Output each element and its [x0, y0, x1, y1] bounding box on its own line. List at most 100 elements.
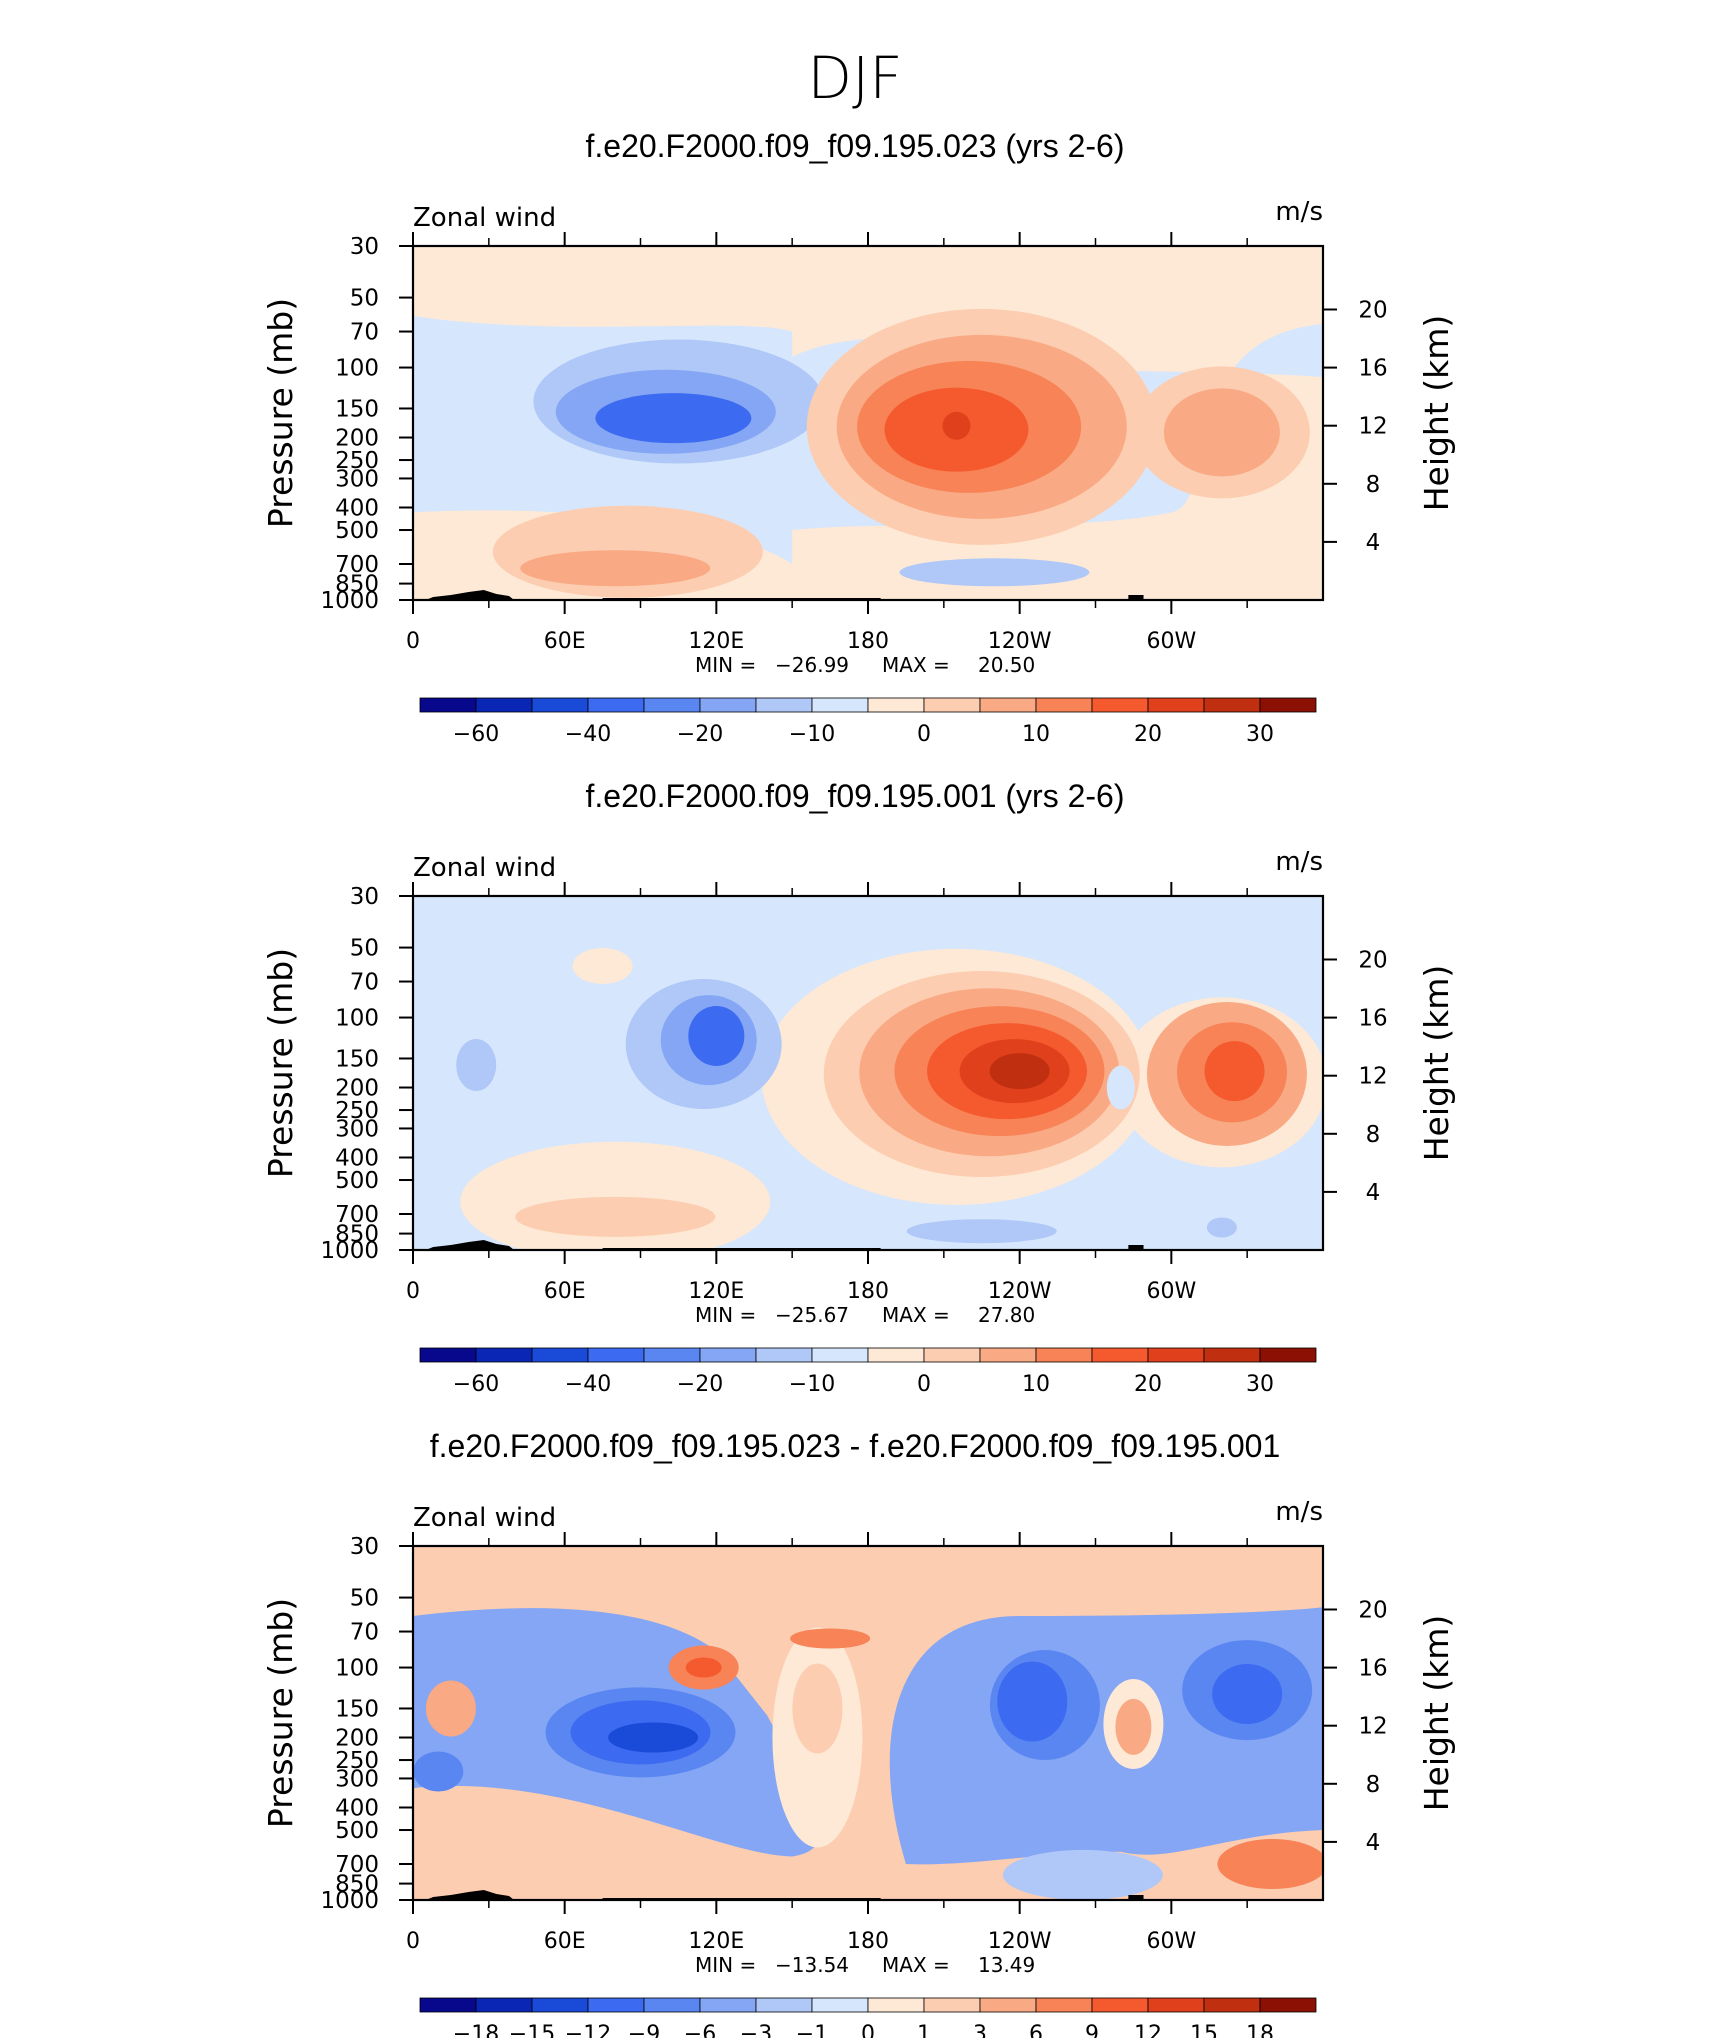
y-tick-label: 850	[335, 572, 379, 598]
y2-tick-label: 8	[1366, 1772, 1381, 1798]
x-tick-label: 180	[847, 1929, 889, 1954]
colorbar-box	[1035, 697, 1093, 713]
y-tick-label: 500	[335, 1168, 379, 1194]
y-axis-title: Pressure (mb)	[261, 298, 300, 528]
y-axis-title: Pressure (mb)	[261, 1598, 300, 1828]
y-tick-label: 1000	[320, 1888, 379, 1914]
y-tick-label: 100	[335, 1656, 379, 1682]
colorbar-box	[587, 1347, 645, 1363]
x-tick-label: 60W	[1146, 1929, 1196, 1954]
x-tick-label: 180	[847, 1279, 889, 1304]
colorbar-box	[811, 697, 869, 713]
y-tick-label: 50	[350, 936, 379, 962]
colorbar-box	[643, 1997, 701, 2013]
y2-tick-label: 4	[1366, 530, 1381, 556]
x-tick-label: 60W	[1146, 1279, 1196, 1304]
westerly-core	[1204, 1041, 1265, 1102]
colorbar-label: −10	[789, 722, 835, 747]
colorbar-box	[923, 1997, 981, 2013]
min-value: −25.67	[775, 1303, 849, 1327]
colorbar-box	[643, 1347, 701, 1363]
y-tick-label: 400	[335, 495, 379, 521]
y-axis-title: Pressure (mb)	[261, 948, 300, 1178]
westerly-contour	[515, 1196, 716, 1237]
y-tick-label: 30	[350, 234, 379, 260]
y-tick-label: 70	[350, 1620, 379, 1646]
colorbar-label: 30	[1246, 1372, 1274, 1397]
colorbar-label: −9	[628, 2022, 660, 2038]
colorbar-label: 20	[1134, 1372, 1162, 1397]
colorbar-box	[475, 1997, 533, 2013]
y2-tick-label: 16	[1358, 356, 1387, 382]
y-tick-label: 250	[335, 1748, 379, 1774]
colorbar-box	[1259, 1997, 1317, 2013]
colorbar: −18 −15 −12 −9 −6 −3 −1 0 1 3 6 9 12 15 18	[419, 1997, 1317, 2038]
colorbar-box	[979, 1997, 1037, 2013]
max-label: MAX =	[882, 1953, 950, 1977]
easterly-contour	[1106, 1065, 1135, 1110]
colorbar-box	[1147, 1997, 1205, 2013]
colorbar-label: 30	[1246, 722, 1274, 747]
y-tick-label: 70	[350, 320, 379, 346]
topography	[1128, 595, 1144, 600]
min-value: −13.54	[775, 1953, 849, 1977]
x-tick-label: 180	[847, 629, 889, 654]
easterly-contour	[1206, 1217, 1237, 1238]
zonal-wind-panel-2: 0 60E 120E 180 120W 60W3050701001502002503004…	[261, 847, 1456, 1397]
max-value: 20.50	[978, 653, 1035, 677]
y2-tick-label: 20	[1358, 297, 1387, 323]
y-tick-label: 250	[335, 448, 379, 474]
max-value: 27.80	[978, 1303, 1035, 1327]
x-tick-label: 0	[406, 629, 420, 654]
x-tick-label: 120W	[988, 629, 1052, 654]
easterly-contour	[899, 558, 1090, 587]
positive-contour	[425, 1680, 476, 1737]
colorbar-label: −60	[453, 1372, 499, 1397]
colorbar-box	[699, 1347, 757, 1363]
colorbar-box	[475, 1347, 533, 1363]
negative-contour	[413, 1751, 464, 1792]
colorbar-box	[923, 1347, 981, 1363]
colorbar-label: 18	[1246, 2022, 1274, 2038]
y-tick-label: 400	[335, 1145, 379, 1171]
positive-core	[1115, 1698, 1152, 1755]
y-tick-label: 200	[335, 1726, 379, 1752]
y-tick-label: 100	[335, 1006, 379, 1032]
colorbar-box	[419, 697, 477, 713]
colorbar-box	[1035, 1997, 1093, 2013]
negative-core	[608, 1722, 699, 1753]
y-tick-label: 150	[335, 396, 379, 422]
colorbar-box	[699, 1997, 757, 2013]
y-tick-label: 500	[335, 1818, 379, 1844]
colorbar-label: −20	[677, 722, 723, 747]
y-tick-label: 70	[350, 970, 379, 996]
colorbar-box	[755, 697, 813, 713]
y-tick-label: 200	[335, 1076, 379, 1102]
y2-tick-label: 20	[1358, 1597, 1387, 1623]
y-tick-label: 150	[335, 1046, 379, 1072]
x-tick-label: 120E	[688, 629, 744, 654]
colorbar-label: −40	[565, 1372, 611, 1397]
colorbar-box	[811, 1347, 869, 1363]
x-tick-label: 0	[406, 1929, 420, 1954]
y-tick-label: 1000	[320, 1238, 379, 1264]
colorbar-box	[867, 697, 925, 713]
colorbar-box	[643, 697, 701, 713]
colorbar-label: 12	[1134, 2022, 1162, 2038]
colorbar: −60 −40 −20 −10 0 10 20 30	[419, 1347, 1317, 1397]
easterly-contour	[906, 1219, 1057, 1244]
colorbar-box	[1203, 1997, 1261, 2013]
colorbar-box	[587, 1997, 645, 2013]
x-tick-label: 120W	[988, 1929, 1052, 1954]
topography	[1128, 1245, 1144, 1250]
topography	[425, 1240, 515, 1250]
min-label: MIN =	[695, 1953, 756, 1977]
colorbar-label: 1	[917, 2022, 931, 2038]
positive-contour	[792, 1663, 843, 1754]
easterly-contour	[456, 1038, 497, 1091]
colorbar-box	[1147, 697, 1205, 713]
colorbar-box	[587, 697, 645, 713]
y-tick-label: 300	[335, 466, 379, 492]
colorbar-label: −60	[453, 722, 499, 747]
